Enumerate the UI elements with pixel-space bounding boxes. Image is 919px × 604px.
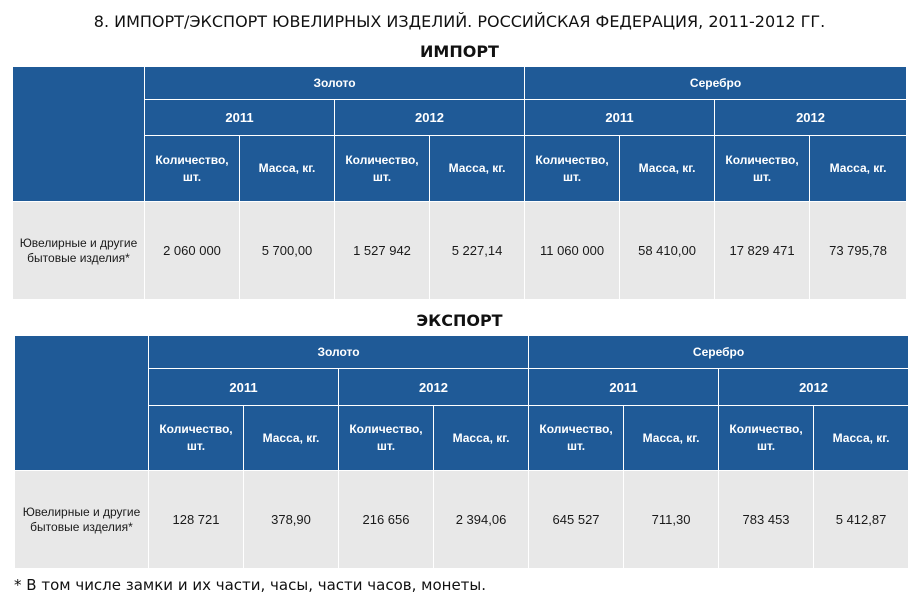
import-table: Золото Серебро 2011 2012 2011 2012 Колич… [12, 66, 908, 300]
value-cell: 378,90 [243, 470, 339, 569]
silver-header: Серебро [528, 335, 910, 369]
value-cell: 5 700,00 [239, 201, 335, 300]
table-row: Ювелирные и другие бытовые изделия* 2 06… [12, 201, 908, 300]
silver-2011-header: 2011 [528, 368, 720, 406]
qty-header: Количество, шт. [524, 135, 621, 202]
silver-2012-header: 2012 [714, 99, 908, 136]
value-cell: 783 453 [718, 470, 815, 569]
mass-header: Масса, кг. [623, 405, 720, 471]
row-label: Ювелирные и другие бытовые изделия* [12, 201, 145, 300]
gold-2012-header: 2012 [333, 99, 526, 136]
value-cell: 73 795,78 [809, 201, 908, 300]
value-cell: 645 527 [528, 470, 625, 569]
mass-header: Масса, кг. [428, 135, 526, 202]
export-table: Золото Серебро 2011 2012 2011 2012 Колич… [14, 335, 910, 569]
qty-header: Количество, шт. [718, 405, 815, 471]
qty-header: Количество, шт. [148, 405, 244, 471]
silver-2011-header: 2011 [524, 99, 716, 136]
value-cell: 5 227,14 [428, 201, 526, 300]
mass-header: Масса, кг. [243, 405, 339, 471]
value-cell: 17 829 471 [714, 201, 811, 300]
row-label: Ювелирные и другие бытовые изделия* [14, 470, 149, 569]
value-cell: 1 527 942 [334, 201, 430, 300]
corner-cell [14, 335, 149, 471]
gold-2011-header: 2011 [144, 99, 335, 136]
mass-header: Масса, кг. [432, 405, 530, 471]
qty-header: Количество, шт. [714, 135, 811, 202]
value-cell: 11 060 000 [524, 201, 621, 300]
qty-header: Количество, шт. [144, 135, 240, 202]
qty-header: Количество, шт. [528, 405, 625, 471]
qty-header: Количество, шт. [334, 135, 430, 202]
value-cell: 2 060 000 [144, 201, 240, 300]
mass-header: Масса, кг. [813, 405, 910, 471]
import-heading: ИМПОРТ [420, 42, 499, 61]
value-cell: 128 721 [148, 470, 244, 569]
value-cell: 216 656 [338, 470, 434, 569]
silver-header: Серебро [524, 66, 908, 100]
qty-header: Количество, шт. [338, 405, 434, 471]
footnote: * В том числе замки и их части, часы, ча… [14, 576, 487, 594]
mass-header: Масса, кг. [809, 135, 908, 202]
corner-cell [12, 66, 145, 202]
gold-header: Золото [143, 66, 526, 100]
mass-header: Масса, кг. [239, 135, 335, 202]
page-title: 8. ИМПОРТ/ЭКСПОРТ ЮВЕЛИРНЫХ ИЗДЕЛИЙ. РОС… [93, 12, 826, 31]
gold-header: Золото [147, 335, 530, 369]
value-cell: 5 412,87 [813, 470, 910, 569]
table-row: Ювелирные и другие бытовые изделия* 128 … [14, 470, 910, 569]
value-cell: 2 394,06 [432, 470, 530, 569]
gold-2012-header: 2012 [337, 368, 530, 406]
gold-2011-header: 2011 [148, 368, 339, 406]
value-cell: 58 410,00 [619, 201, 716, 300]
export-heading: ЭКСПОРТ [416, 311, 503, 330]
value-cell: 711,30 [623, 470, 720, 569]
silver-2012-header: 2012 [718, 368, 910, 406]
mass-header: Масса, кг. [619, 135, 716, 202]
